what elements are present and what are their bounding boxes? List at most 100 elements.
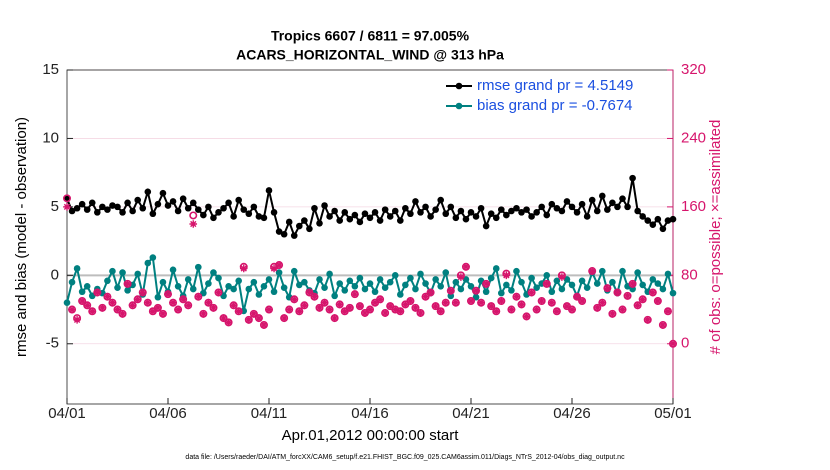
assimilated-marker <box>537 297 546 305</box>
assimilated-marker <box>659 321 667 329</box>
data-point <box>189 285 197 293</box>
assimilated-marker <box>623 292 632 300</box>
data-point <box>154 200 162 208</box>
data-point <box>558 207 566 215</box>
data-point <box>437 196 445 204</box>
assimilated-marker <box>224 318 233 327</box>
assimilated-marker <box>452 298 460 307</box>
assimilated-marker <box>421 292 430 301</box>
assimilated-marker <box>462 262 470 271</box>
assimilated-marker <box>300 301 309 310</box>
data-point <box>200 211 207 219</box>
footnote: data file: /Users/raeder/DAI/ATM_forcXX/… <box>185 454 625 461</box>
assimilated-marker <box>239 264 248 273</box>
assimilated-marker <box>391 305 400 314</box>
data-point <box>583 213 591 220</box>
data-point <box>255 213 263 220</box>
data-point <box>159 278 167 286</box>
assimilated-marker <box>280 314 288 322</box>
data-point <box>447 203 455 211</box>
data-point <box>129 207 136 215</box>
assimilated-marker <box>532 305 541 314</box>
assimilated-marker <box>426 288 435 297</box>
data-point <box>457 207 465 215</box>
data-point <box>316 276 323 283</box>
y2-tick-label: 0 <box>681 335 689 352</box>
assimilated-marker <box>199 310 208 318</box>
data-point <box>371 288 379 296</box>
assimilated-marker <box>593 304 602 312</box>
data-point <box>255 291 263 298</box>
assimilated-marker <box>447 286 455 295</box>
data-point <box>189 199 197 207</box>
data-point <box>351 211 359 219</box>
data-point <box>184 276 192 283</box>
assimilated-marker <box>477 298 485 307</box>
data-point <box>467 282 475 290</box>
data-point <box>195 263 202 271</box>
data-point <box>669 289 677 297</box>
data-point <box>164 202 172 209</box>
assimilated-marker <box>654 297 662 305</box>
data-point <box>235 196 242 204</box>
data-point <box>139 204 147 212</box>
assimilated-marker <box>310 292 319 301</box>
data-point <box>472 293 480 301</box>
assimilated-marker <box>340 307 349 316</box>
assimilated-marker <box>361 309 369 317</box>
data-point <box>477 204 485 212</box>
assimilated-marker <box>320 298 329 307</box>
data-point <box>78 200 86 208</box>
assimilated-marker <box>507 305 516 314</box>
assimilated-marker <box>108 298 117 307</box>
data-point <box>144 259 152 267</box>
data-point <box>644 217 652 224</box>
assimilated-marker <box>159 310 167 318</box>
data-point <box>119 209 126 216</box>
data-point <box>73 265 81 272</box>
assimilated-marker <box>335 300 344 309</box>
assimilated-marker <box>250 310 258 318</box>
data-point <box>83 282 91 290</box>
assimilated-marker <box>603 284 612 292</box>
y-tick-label: 5 <box>51 198 59 215</box>
data-point <box>487 210 495 218</box>
data-point <box>215 209 222 216</box>
assimilated-marker <box>305 288 314 297</box>
data-point <box>124 199 131 207</box>
assimilated-marker <box>568 305 576 314</box>
data-point <box>669 215 677 223</box>
data-point <box>513 204 520 212</box>
data-point <box>210 269 217 276</box>
assimilated-marker <box>371 298 379 307</box>
assimilated-marker <box>169 298 177 307</box>
data-point <box>371 209 379 216</box>
assimilated-marker <box>542 280 551 288</box>
data-point <box>336 217 344 224</box>
data-point <box>452 214 460 222</box>
data-point <box>245 210 253 218</box>
assimilated-marker <box>563 302 571 310</box>
data-point <box>169 266 177 274</box>
data-point <box>659 285 667 293</box>
data-point <box>553 204 561 212</box>
assimilated-marker <box>270 264 278 273</box>
chart-title: Tropics 6607 / 6811 = 97.005% <box>271 28 470 44</box>
data-point <box>482 288 490 296</box>
assimilated-marker <box>517 300 526 309</box>
data-point <box>280 230 288 238</box>
data-point <box>73 204 81 212</box>
assimilated-marker <box>128 301 137 310</box>
assimilated-marker <box>179 295 187 304</box>
assimilated-marker <box>78 297 86 305</box>
data-point <box>563 198 571 205</box>
assimilated-marker <box>386 302 394 310</box>
data-point <box>528 213 535 220</box>
data-point <box>376 217 384 224</box>
assimilated-marker <box>73 316 81 324</box>
assimilated-marker <box>522 312 531 321</box>
assimilated-marker <box>245 316 253 324</box>
data-point <box>230 213 237 220</box>
data-point <box>391 207 399 215</box>
